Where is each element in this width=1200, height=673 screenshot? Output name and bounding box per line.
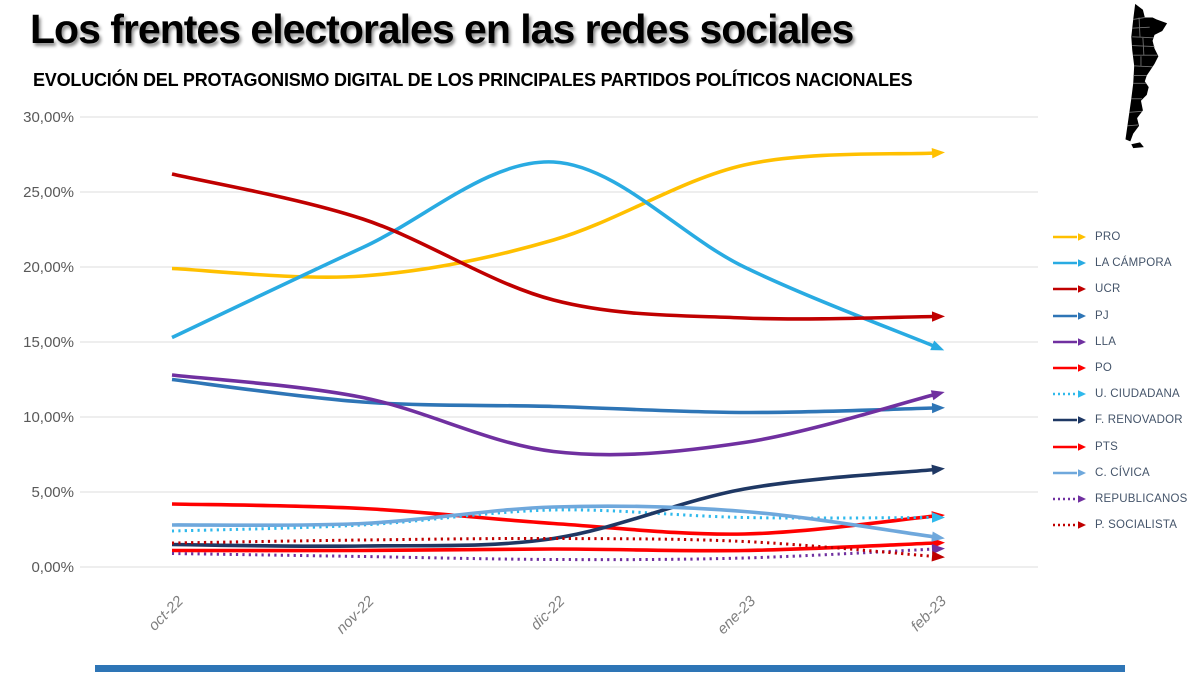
arrow-line-icon <box>1053 390 1086 399</box>
series-pro-arrow <box>931 147 945 159</box>
x-axis-label: oct-22 <box>145 592 187 634</box>
arrow-line-icon <box>1053 521 1086 529</box>
series-pj-line <box>171 377 936 415</box>
y-axis-label: 10,00% <box>23 409 74 426</box>
legend-item-ucr: UCR <box>1052 276 1198 302</box>
series-ucr-arrow <box>931 311 945 322</box>
argentina-silhouette <box>1125 3 1168 142</box>
legend-item-republicanos: REPUBLICANOS <box>1052 486 1198 512</box>
series-u-ciudadana-arrow <box>932 512 945 523</box>
arrow-line-icon <box>1053 442 1086 451</box>
arrow-line-icon <box>1053 495 1086 503</box>
legend-label: LA CÁMPORA <box>1095 257 1172 270</box>
series-ucr-line <box>171 172 936 321</box>
arrow-line-icon <box>1053 338 1086 346</box>
y-axis-label: 30,00% <box>23 109 74 126</box>
legend-item-c-ci-vica: C. CÍVICA <box>1052 460 1198 486</box>
legend-label: REPUBLICANOS <box>1095 492 1188 505</box>
arrow-line-icon <box>1053 233 1086 241</box>
series-p-socialista-arrow <box>931 551 945 562</box>
x-axis-label: ene-23 <box>714 592 760 638</box>
page-title: Los frentes electorales en las redes soc… <box>30 6 854 52</box>
series-f-renovador-arrow <box>931 464 945 475</box>
legend-item-pro: PRO <box>1052 224 1198 250</box>
series-f-renovador-line <box>171 467 936 549</box>
arrow-line-icon <box>1053 416 1086 425</box>
legend-item-f-renovador: F. RENOVADOR <box>1052 407 1198 433</box>
legend-item-po: PO <box>1052 355 1198 381</box>
series-lla-arrow <box>930 390 945 401</box>
legend-label: PJ <box>1095 309 1109 322</box>
arrow-line-icon <box>1053 285 1086 294</box>
series-la-ca-mpora-line <box>171 160 936 349</box>
legend-item-u-ciudadana: U. CIUDADANA <box>1052 381 1198 407</box>
legend-label: P. SOCIALISTA <box>1095 519 1178 532</box>
line-chart: 0,00% 5,00% 10,00% 15,00% 20,00% 25,00% 30,00%… <box>23 109 1038 638</box>
legend: PRO LA CÁMPORA UCR PJ LLA PO U. CIUDADANA F. RE… <box>1052 224 1198 538</box>
x-axis-label: nov-22 <box>333 592 378 637</box>
legend-label: LLA <box>1095 335 1117 348</box>
arrow-line-icon <box>1053 364 1086 372</box>
legend-label: UCR <box>1095 283 1121 296</box>
series-pts-line <box>171 541 936 553</box>
legend-label: U. CIUDADANA <box>1095 388 1180 401</box>
legend-label: PO <box>1095 362 1113 375</box>
series-c-ci-vica-arrow <box>931 531 945 542</box>
arrow-line-icon <box>1053 259 1086 268</box>
series-republicanos-arrow <box>931 543 945 555</box>
legend-item-la-ca-mpora: LA CÁMPORA <box>1052 250 1198 276</box>
series-pro-line <box>171 151 936 279</box>
legend-item-pj: PJ <box>1052 303 1198 329</box>
footer-bar <box>95 665 1125 672</box>
page-subtitle: EVOLUCIÓN DEL PROTAGONISMO DIGITAL DE LO… <box>33 70 913 90</box>
x-axis-label: feb-23 <box>908 592 951 635</box>
legend-item-lla: LLA <box>1052 329 1198 355</box>
y-axis-label: 20,00% <box>23 259 74 276</box>
series-lla-line <box>171 373 936 457</box>
legend-label: C. CÍVICA <box>1095 466 1150 479</box>
arrow-line-icon <box>1053 468 1086 477</box>
y-axis-label: 25,00% <box>23 184 74 201</box>
legend-label: PRO <box>1095 231 1121 244</box>
legend-item-pts: PTS <box>1052 434 1198 460</box>
y-axis-label: 0,00% <box>31 559 74 576</box>
series-la-ca-mpora-arrow <box>930 340 945 351</box>
arrow-line-icon <box>1053 311 1086 320</box>
legend-label: PTS <box>1095 440 1118 453</box>
series-c-ci-vica-line <box>171 504 936 539</box>
legend-label: F. RENOVADOR <box>1095 414 1183 427</box>
legend-item-p-socialista: P. SOCIALISTA <box>1052 512 1198 538</box>
argentina-map-icon <box>1098 2 1182 152</box>
series-po-line <box>171 502 936 536</box>
y-axis-label: 5,00% <box>31 484 74 501</box>
y-axis-label: 15,00% <box>23 334 74 351</box>
series-pj-arrow <box>931 402 945 414</box>
x-axis-label: dic-22 <box>527 592 568 633</box>
